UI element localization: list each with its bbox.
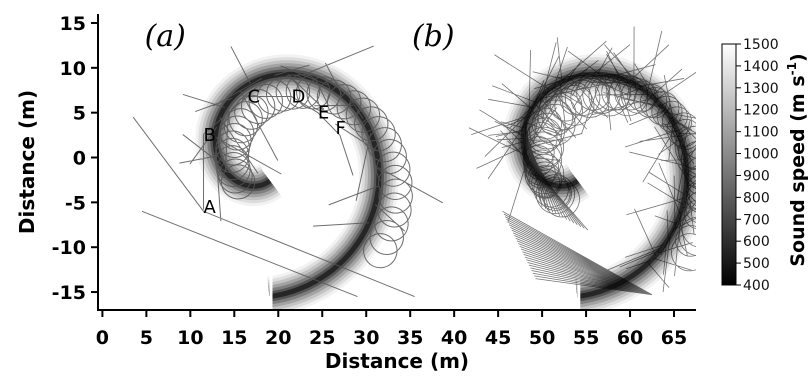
x-tick-label: 10 bbox=[177, 327, 203, 349]
colorbar-title-main: Sound speed (m s bbox=[787, 75, 809, 266]
x-tick-label: 50 bbox=[529, 327, 555, 349]
y-axis-ticks: 15 10 5 0 -5 -10 -15 bbox=[52, 13, 98, 304]
colorbar-tick-label: 1000 bbox=[743, 147, 779, 163]
colorbar-tick-label: 800 bbox=[743, 190, 770, 206]
colorbar-tick-label: 700 bbox=[743, 212, 770, 228]
panel-label: (b) bbox=[412, 19, 455, 54]
colorbar-tick-label: 400 bbox=[743, 278, 770, 294]
x-tick-label: 15 bbox=[221, 327, 247, 349]
point-label-a: A bbox=[204, 197, 217, 218]
ray-path-a bbox=[132, 45, 444, 298]
colorbar-tick-label: 500 bbox=[743, 256, 770, 272]
y-axis-title: Distance (m) bbox=[15, 90, 39, 234]
y-tick-label: -10 bbox=[52, 237, 86, 259]
x-tick-label: 40 bbox=[441, 327, 467, 349]
colorbar-tick-label: 1500 bbox=[743, 37, 779, 53]
colorbar-title-close: ) bbox=[787, 53, 809, 62]
point-label-d: D bbox=[291, 87, 305, 108]
colorbar-tick-label: 900 bbox=[743, 168, 770, 184]
colorbar-tick-label: 1400 bbox=[743, 59, 779, 75]
colorbar: 1500 1400 1300 1200 1100 1000 900 800 700 600 500 4… bbox=[721, 37, 809, 294]
colorbar-tick-label: 1200 bbox=[743, 103, 779, 119]
panel-label: (a) bbox=[145, 19, 186, 54]
colorbar-tick-label: 1100 bbox=[743, 125, 779, 141]
x-tick-label: 5 bbox=[140, 327, 153, 349]
x-tick-label: 0 bbox=[96, 327, 109, 349]
x-tick-label: 45 bbox=[485, 327, 511, 349]
ray-path-b bbox=[468, 26, 696, 296]
y-tick-label: -15 bbox=[52, 282, 86, 304]
x-tick-label: 25 bbox=[309, 327, 335, 349]
x-axis-ticks: 0 5 10 15 20 25 30 35 40 45 50 55 60 65 bbox=[96, 310, 687, 349]
x-tick-label: 20 bbox=[265, 327, 291, 349]
y-tick-label: 10 bbox=[60, 58, 86, 80]
y-tick-label: -5 bbox=[65, 192, 86, 214]
panel-labels: (a) (b) bbox=[145, 19, 455, 54]
colorbar-title: Sound speed (m s-1) bbox=[785, 53, 809, 266]
point-label-e: E bbox=[318, 103, 329, 124]
x-tick-label: 30 bbox=[353, 327, 379, 349]
point-label-f: F bbox=[335, 118, 345, 139]
colorbar-tick-label: 1300 bbox=[743, 81, 779, 97]
y-tick-label: 0 bbox=[73, 148, 86, 170]
x-tick-label: 35 bbox=[397, 327, 423, 349]
point-label-b: B bbox=[204, 125, 216, 146]
y-tick-label: 5 bbox=[73, 103, 86, 125]
colorbar-gradient bbox=[721, 43, 737, 286]
y-tick-label: 15 bbox=[60, 13, 86, 35]
colorbar-title-superscript: -1 bbox=[785, 62, 799, 75]
point-labels: A B C DEF bbox=[204, 87, 346, 218]
spiral-a-tail bbox=[269, 274, 273, 310]
colorbar-ticks: 1500 1400 1300 1200 1100 1000 900 800 700 600 500 4… bbox=[736, 37, 779, 294]
spiral-b-tail bbox=[577, 274, 581, 310]
ray-trace-layer bbox=[132, 26, 696, 298]
x-tick-label: 55 bbox=[573, 327, 599, 349]
x-tick-label: 60 bbox=[617, 327, 643, 349]
x-tick-label: 65 bbox=[661, 327, 687, 349]
x-axis-title: Distance (m) bbox=[325, 349, 469, 373]
point-label-c: C bbox=[248, 87, 261, 108]
colorbar-tick-label: 600 bbox=[743, 234, 770, 250]
